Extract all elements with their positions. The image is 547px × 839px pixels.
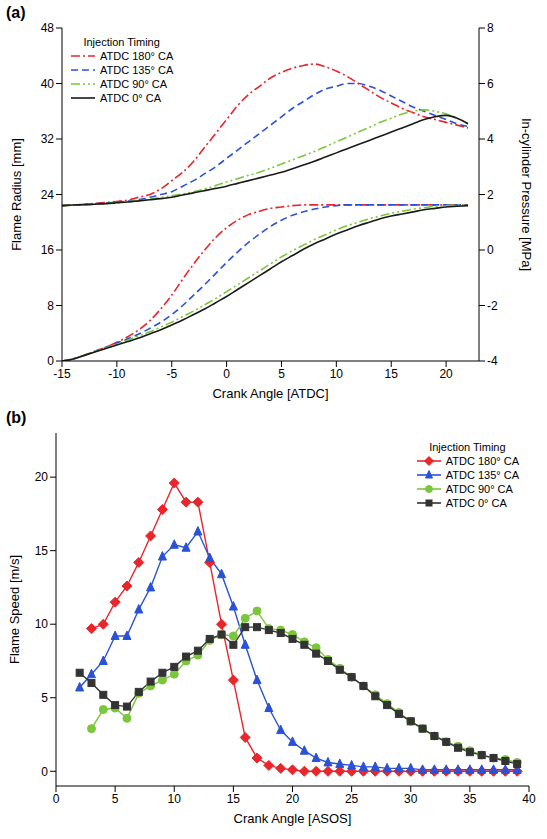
html-text:ATDC 180° CA: ATDC 180° CA <box>100 50 174 62</box>
html-text:Injection Timing: Injection Timing <box>429 441 506 453</box>
svg-text:5: 5 <box>112 792 119 806</box>
svg-text:0: 0 <box>47 354 54 368</box>
html-text:Injection Timing: Injection Timing <box>83 36 160 48</box>
svg-text:-5: -5 <box>166 367 177 381</box>
html-text:(a): (a) <box>6 4 26 21</box>
svg-text:15: 15 <box>227 792 241 806</box>
svg-text:48: 48 <box>41 21 55 35</box>
svg-text:15: 15 <box>385 367 399 381</box>
svg-text:24: 24 <box>41 188 55 202</box>
svg-text:10: 10 <box>168 792 182 806</box>
svg-text:6: 6 <box>487 77 494 91</box>
svg-text:4: 4 <box>487 132 494 146</box>
svg-text:20: 20 <box>439 367 453 381</box>
html-text:ATDC 135° CA: ATDC 135° CA <box>100 64 174 76</box>
html-text:ATDC 0° CA: ATDC 0° CA <box>100 92 161 104</box>
html-text:ATDC 90° CA: ATDC 90° CA <box>100 78 168 90</box>
svg-text:40: 40 <box>522 792 536 806</box>
svg-text:30: 30 <box>404 792 418 806</box>
svg-text:-10: -10 <box>108 367 126 381</box>
svg-text:Flame Radius [mm]: Flame Radius [mm] <box>9 138 24 251</box>
svg-text:0: 0 <box>223 367 230 381</box>
svg-text:20: 20 <box>286 792 300 806</box>
svg-text:0: 0 <box>487 243 494 257</box>
svg-text:25: 25 <box>345 792 359 806</box>
svg-text:2: 2 <box>487 188 494 202</box>
svg-text:Crank Angle [ASOS]: Crank Angle [ASOS] <box>234 811 352 826</box>
svg-text:Crank Angle [ATDC]: Crank Angle [ATDC] <box>212 386 328 401</box>
html-text:ATDC 135° CA: ATDC 135° CA <box>445 469 519 481</box>
svg-text:10: 10 <box>330 367 344 381</box>
html-text:ATDC 180° CA: ATDC 180° CA <box>445 455 519 467</box>
svg-text:16: 16 <box>41 243 55 257</box>
svg-text:0: 0 <box>41 765 48 779</box>
svg-text:8: 8 <box>487 21 494 35</box>
svg-text:10: 10 <box>35 617 49 631</box>
html-text:ATDC 90° CA: ATDC 90° CA <box>445 483 513 495</box>
svg-text:Flame Speed [m/s]: Flame Speed [m/s] <box>7 555 22 664</box>
svg-text:15: 15 <box>35 544 49 558</box>
svg-text:-15: -15 <box>53 367 71 381</box>
svg-text:-4: -4 <box>487 354 498 368</box>
svg-text:32: 32 <box>41 132 55 146</box>
svg-text:5: 5 <box>278 367 285 381</box>
html-text:ATDC 0° CA: ATDC 0° CA <box>445 497 507 509</box>
svg-text:0: 0 <box>53 792 60 806</box>
svg-text:20: 20 <box>35 470 49 484</box>
svg-text:In-cylinder Pressure [MPa]: In-cylinder Pressure [MPa] <box>519 118 534 271</box>
svg-text:-2: -2 <box>487 299 498 313</box>
svg-text:8: 8 <box>47 299 54 313</box>
svg-text:35: 35 <box>463 792 477 806</box>
svg-text:40: 40 <box>41 77 55 91</box>
svg-text:5: 5 <box>41 691 48 705</box>
html-text:(b): (b) <box>6 409 27 426</box>
